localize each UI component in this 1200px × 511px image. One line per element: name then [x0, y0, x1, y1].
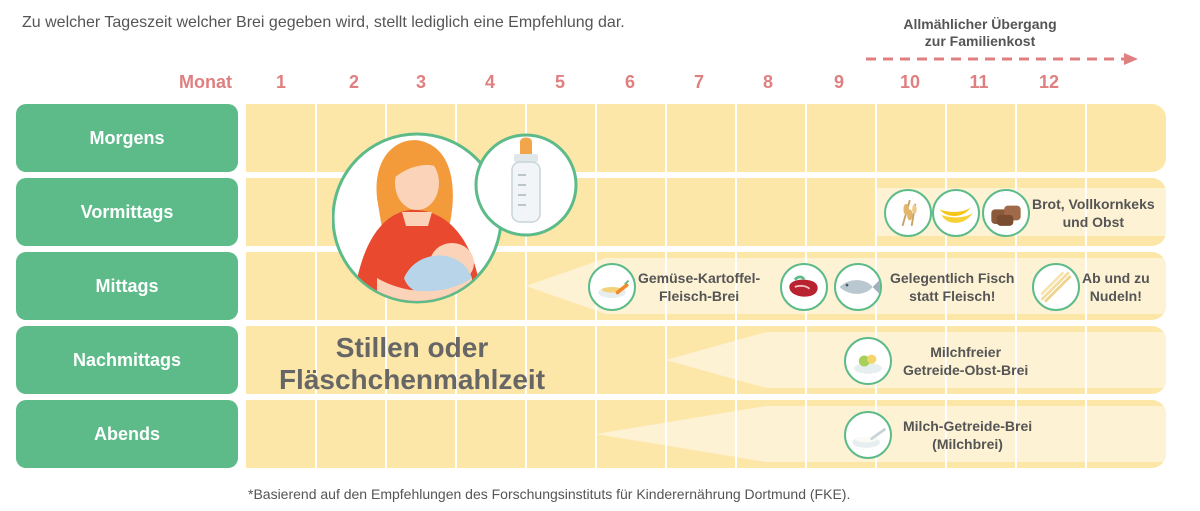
row-label-mittags: Mittags: [16, 252, 238, 320]
transition-label: Allmählicher Übergang zur Familienkost: [880, 16, 1080, 50]
mittags-veg-line2: Fleisch-Brei: [659, 288, 740, 304]
mittags-noodles-label: Ab und zu Nudeln!: [1082, 269, 1150, 305]
breastfeeding-illustration: [332, 132, 502, 304]
month-7: 7: [693, 72, 704, 92]
month-6: 6: [624, 72, 635, 92]
mittags-veg-label: Gemüse-Kartoffel- Fleisch-Brei: [638, 269, 760, 305]
baby-bottle-icon: [474, 133, 578, 237]
column-divider: [735, 100, 737, 472]
row-label-vormittags: Vormittags: [16, 178, 238, 246]
breastfeeding-label-line2: Fläschchenmahlzeit: [278, 364, 546, 395]
vormittags-food-label: Brot, Vollkornkeks und Obst: [1032, 195, 1155, 231]
fish-icon: [834, 263, 882, 311]
month-4: 4: [484, 72, 495, 92]
footnote: *Basierend auf den Empfehlungen des Fors…: [248, 486, 851, 502]
nachmittags-food-line1: Milchfreier: [930, 344, 1002, 360]
row-label-nachmittags: Nachmittags: [16, 326, 238, 394]
intro-text: Zu welcher Tageszeit welcher Brei gegebe…: [22, 14, 625, 31]
light-wedge-nachmittags: [666, 332, 1166, 388]
row-label-morgens: Morgens: [16, 104, 238, 172]
noodles-icon: [1032, 263, 1080, 311]
fruit-grain-porridge-icon: [844, 337, 892, 385]
breastfeeding-label: Stillen oder Fläschchenmahlzeit: [262, 332, 562, 396]
month-8: 8: [762, 72, 773, 92]
abends-food-label: Milch-Getreide-Brei (Milchbrei): [903, 417, 1032, 453]
month-12: 12: [1038, 72, 1060, 92]
grain-icon: [884, 189, 932, 237]
month-3: 3: [415, 72, 426, 92]
mittags-fish-line1: Gelegentlich Fisch: [890, 270, 1015, 286]
band-nachmittags: [246, 326, 1166, 394]
month-axis-label: Monat: [179, 72, 232, 92]
transition-line2: zur Familienkost: [924, 33, 1036, 49]
meat-icon: [780, 263, 828, 311]
mittags-fish-line2: statt Fleisch!: [909, 288, 996, 304]
band-abends: [246, 400, 1166, 468]
milk-porridge-icon: [844, 411, 892, 459]
bread-icon: [982, 189, 1030, 237]
month-5: 5: [554, 72, 565, 92]
month-9: 9: [833, 72, 844, 92]
vormittags-food-line2: und Obst: [1062, 214, 1125, 230]
abends-food-line2: (Milchbrei): [932, 436, 1003, 452]
column-divider: [1015, 100, 1017, 472]
banana-icon: [932, 189, 980, 237]
transition-line1: Allmählicher Übergang: [903, 16, 1057, 32]
column-divider: [945, 100, 947, 472]
vegetable-puree-icon: [588, 263, 636, 311]
transition-arrow-icon: [866, 53, 1138, 65]
breastfeeding-label-line1: Stillen oder: [335, 332, 489, 363]
column-divider: [1085, 100, 1087, 472]
column-divider: [525, 100, 527, 472]
vormittags-food-line1: Brot, Vollkornkeks: [1032, 196, 1155, 212]
nachmittags-food-line2: Getreide-Obst-Brei: [903, 362, 1029, 378]
month-2: 2: [348, 72, 359, 92]
column-divider: [665, 100, 667, 472]
month-10: 10: [899, 72, 921, 92]
month-11: 11: [969, 72, 989, 92]
abends-food-line1: Milch-Getreide-Brei: [903, 418, 1033, 434]
mittags-fish-label: Gelegentlich Fisch statt Fleisch!: [890, 269, 1014, 305]
nachmittags-food-label: Milchfreier Getreide-Obst-Brei: [903, 343, 1028, 379]
mittags-veg-line1: Gemüse-Kartoffel-: [638, 270, 761, 286]
column-divider: [315, 100, 317, 472]
row-label-abends: Abends: [16, 400, 238, 468]
month-1: 1: [275, 72, 286, 92]
mittags-noodles-line2: Nudeln!: [1089, 288, 1142, 304]
mittags-noodles-line1: Ab und zu: [1082, 270, 1150, 286]
